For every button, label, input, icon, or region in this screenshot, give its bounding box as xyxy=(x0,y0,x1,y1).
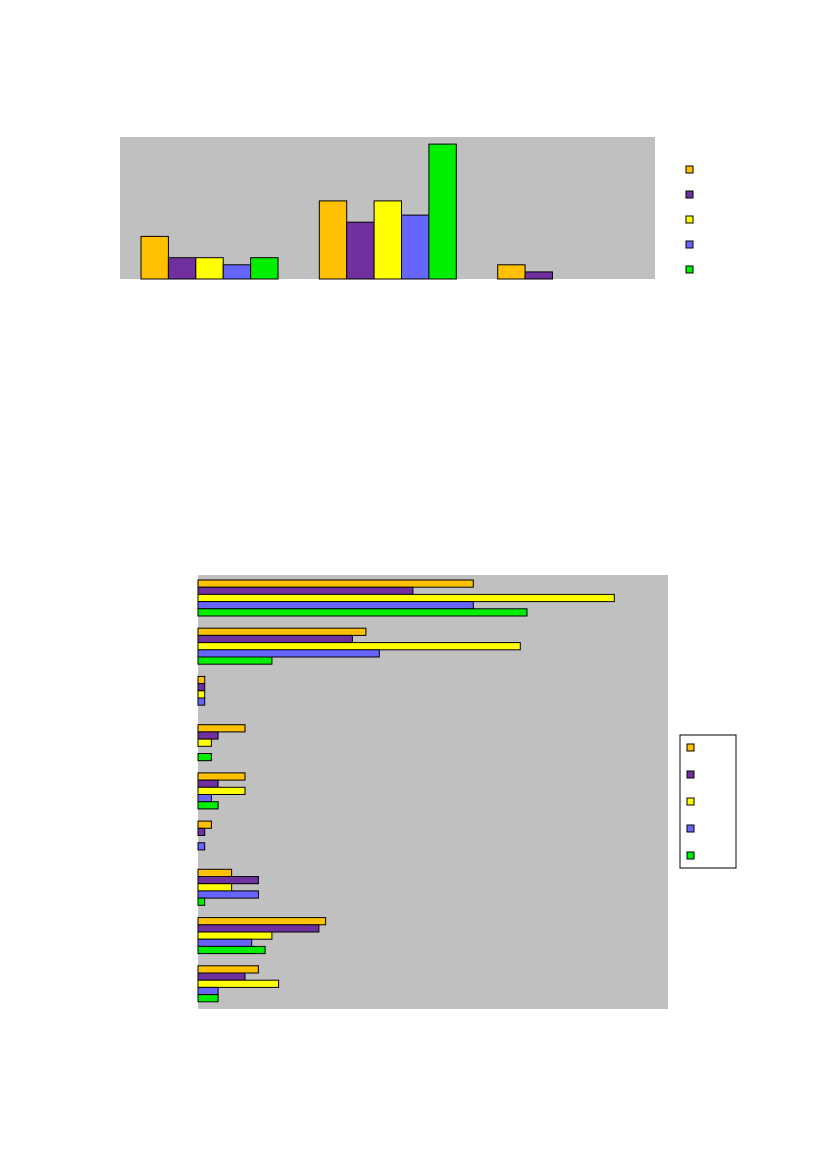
bar xyxy=(167,257,197,280)
bar xyxy=(197,786,246,795)
bar xyxy=(197,627,367,636)
bar xyxy=(197,683,206,692)
legend xyxy=(685,165,694,274)
legend-swatch xyxy=(686,797,695,806)
bar xyxy=(197,675,206,685)
bar xyxy=(197,897,206,906)
bar xyxy=(197,801,219,810)
bar xyxy=(346,221,375,280)
bar xyxy=(197,917,327,926)
bar xyxy=(401,214,430,280)
bar xyxy=(197,994,219,1003)
legend-swatch xyxy=(686,770,695,779)
bar xyxy=(197,697,206,706)
bar xyxy=(197,794,212,803)
bar xyxy=(197,945,266,955)
legend xyxy=(686,743,695,860)
bar xyxy=(197,608,528,617)
bar xyxy=(197,842,206,851)
bar xyxy=(197,965,259,974)
bar xyxy=(197,593,615,603)
legend-swatch xyxy=(686,743,695,752)
bar xyxy=(197,656,273,665)
legend-swatch xyxy=(685,215,694,224)
bar xyxy=(197,586,414,595)
bar xyxy=(373,200,403,280)
bar xyxy=(197,868,233,877)
bar xyxy=(197,601,474,610)
bar xyxy=(140,235,169,280)
bar xyxy=(197,642,521,651)
bar-group xyxy=(197,579,615,1003)
bar xyxy=(197,731,219,740)
bar xyxy=(197,724,246,733)
legend-swatch xyxy=(685,165,694,174)
bar xyxy=(197,738,212,747)
bar xyxy=(197,690,206,699)
bar xyxy=(197,972,246,981)
bar xyxy=(197,827,206,836)
bar xyxy=(197,772,246,781)
bar xyxy=(250,257,279,280)
bar xyxy=(197,634,353,644)
bar xyxy=(524,271,553,280)
legend-swatch xyxy=(686,824,695,833)
bar xyxy=(197,931,273,940)
vertical-bar-chart xyxy=(120,137,694,280)
bar xyxy=(197,753,212,762)
bar xyxy=(197,779,219,788)
bar xyxy=(197,979,280,988)
legend-swatch xyxy=(686,851,695,860)
bar xyxy=(318,200,348,280)
bar xyxy=(222,264,252,280)
bar xyxy=(197,883,233,892)
bar xyxy=(197,820,212,829)
bar xyxy=(197,579,474,588)
bar xyxy=(197,986,219,996)
bar xyxy=(497,264,526,280)
bar xyxy=(197,938,253,947)
bar xyxy=(197,876,259,885)
bar xyxy=(197,890,259,899)
legend-swatch xyxy=(685,190,694,199)
legend-swatch xyxy=(685,265,694,274)
bar-group xyxy=(140,143,553,280)
bar xyxy=(197,924,320,933)
bar xyxy=(195,257,224,280)
horizontal-bar-chart xyxy=(197,575,737,1009)
bar xyxy=(428,143,457,280)
legend-swatch xyxy=(685,240,694,249)
bar xyxy=(197,649,380,658)
